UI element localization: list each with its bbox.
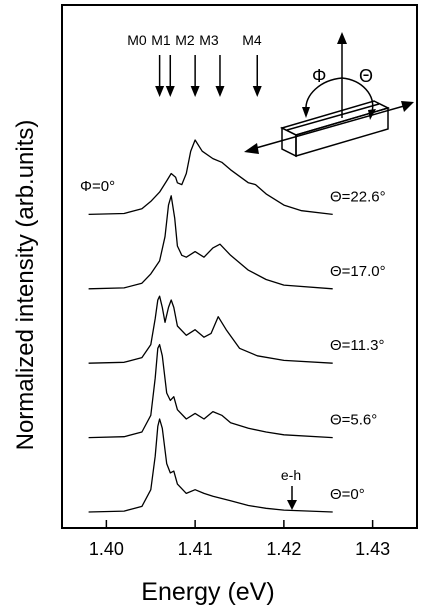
- plot-frame: [61, 4, 418, 529]
- eh-arrow: [287, 486, 297, 510]
- x-axis-label: Energy (eV): [141, 578, 274, 606]
- series-lines: [88, 139, 333, 513]
- marker-arrow-m4: [252, 55, 262, 97]
- marker-label-m1: M1: [151, 32, 171, 48]
- phi-label: Φ=0°: [80, 178, 115, 195]
- series-label-4: Θ=22.6°: [330, 188, 386, 205]
- marker-arrow-m3: [215, 55, 225, 97]
- phi-arc-arrowhead: [302, 107, 310, 118]
- series-line-3: [88, 195, 333, 290]
- marker-arrow-m1: [165, 55, 175, 97]
- x-axis-tick-labels: 1.40 1.41 1.42 1.43: [89, 539, 390, 559]
- series-line-4: [88, 139, 333, 216]
- marker-arrow-m2: [190, 55, 200, 97]
- series-label-0: Θ=0°: [330, 486, 365, 503]
- series-label-1: Θ=5.6°: [330, 412, 377, 429]
- inset-phi-label: Φ: [312, 66, 326, 86]
- transition-marker-labels: M0 M1 M2 M3 M4: [127, 32, 262, 48]
- y-axis-label: Normalized intensity (arb.units): [12, 120, 39, 451]
- marker-label-m4: M4: [242, 32, 262, 48]
- transition-marker-arrows: [155, 55, 262, 97]
- series-label-2: Θ=11.3°: [330, 337, 385, 354]
- eh-label: e-h: [281, 467, 301, 483]
- bar-outline: [279, 100, 391, 158]
- marker-label-m2: M2: [175, 32, 195, 48]
- x-tick-label-0: 1.40: [89, 539, 124, 559]
- x-axis-ticks: [105, 520, 374, 528]
- x-tick-label-1: 1.41: [178, 539, 213, 559]
- geometry-inset: Φ Θ: [244, 32, 414, 158]
- marker-label-m3: M3: [199, 32, 219, 48]
- long-axis-arrow: [244, 101, 414, 154]
- series-line-1: [88, 343, 333, 439]
- theta-arc-arrowhead: [368, 109, 376, 120]
- series-label-3: Θ=17.0°: [330, 263, 386, 280]
- x-tick-label-2: 1.42: [266, 539, 301, 559]
- series-line-2: [88, 295, 333, 364]
- inset-theta-label: Θ: [359, 66, 373, 86]
- series-labels: Θ=0° Θ=5.6° Θ=11.3° Θ=17.0° Θ=22.6°: [330, 188, 386, 503]
- marker-arrow-m0: [155, 55, 165, 97]
- marker-label-m0: M0: [127, 32, 147, 48]
- rotation-arcs: [305, 77, 374, 113]
- vertical-axis-arrow: [337, 32, 347, 118]
- series-line-0: [88, 418, 333, 513]
- x-tick-label-3: 1.43: [355, 539, 390, 559]
